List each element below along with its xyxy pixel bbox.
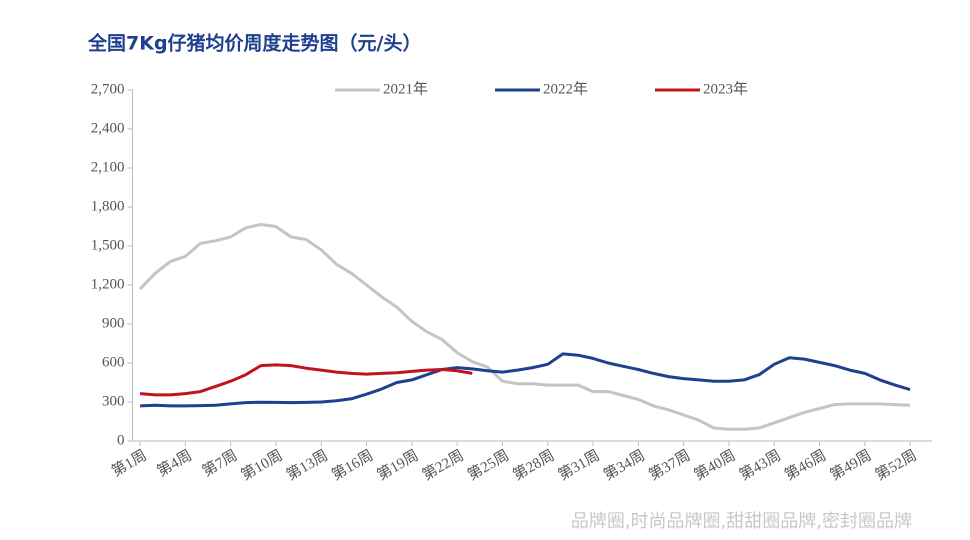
- x-tick-label: 第31周: [555, 446, 603, 484]
- x-tick-label: 第16周: [328, 446, 376, 484]
- x-tick-label: 第40周: [691, 446, 739, 484]
- x-tick-label: 第37周: [645, 446, 693, 484]
- y-tick-label: 300: [102, 393, 125, 409]
- x-tick-label: 第4周: [154, 446, 195, 480]
- x-tick-label: 第46周: [781, 446, 829, 484]
- x-tick-label: 第19周: [374, 446, 422, 484]
- x-tick-label: 第22周: [419, 446, 467, 484]
- series-line: [139, 223, 911, 431]
- x-tick-label: 第52周: [872, 446, 920, 484]
- chart-title: 全国7Kg仔猪均价周度走势图（元/头）: [87, 32, 421, 55]
- legend-label: 2022年: [543, 80, 588, 97]
- y-tick-label: 1,500: [91, 237, 125, 253]
- y-tick-label: 900: [102, 315, 125, 331]
- x-tick-label: 第28周: [509, 446, 557, 484]
- x-tick-label: 第34周: [600, 446, 648, 484]
- x-tick-label: 第1周: [108, 446, 149, 480]
- legend-label: 2021年: [383, 80, 428, 97]
- y-tick-label: 0: [117, 432, 125, 448]
- y-tick-label: 2,100: [91, 159, 125, 175]
- y-tick-label: 1,200: [91, 276, 125, 292]
- x-tick-label: 第7周: [199, 446, 240, 480]
- y-tick-label: 600: [102, 354, 125, 370]
- x-tick-label: 第13周: [283, 446, 331, 484]
- series-line: [140, 352, 911, 408]
- footer: 品牌圈,时尚品牌圈,甜甜圈品牌,密封圈品牌: [571, 511, 912, 532]
- x-tick-label: 第49周: [827, 446, 875, 484]
- x-tick-label: 第43周: [736, 446, 784, 484]
- series-line: [139, 363, 473, 397]
- legend-label: 2023年: [703, 80, 748, 97]
- x-tick-label: 第25周: [464, 446, 512, 484]
- x-tick-label: 第10周: [238, 446, 286, 484]
- y-tick-label: 2,700: [91, 81, 125, 97]
- y-tick-label: 2,400: [91, 120, 125, 136]
- y-tick-label: 1,800: [91, 198, 125, 214]
